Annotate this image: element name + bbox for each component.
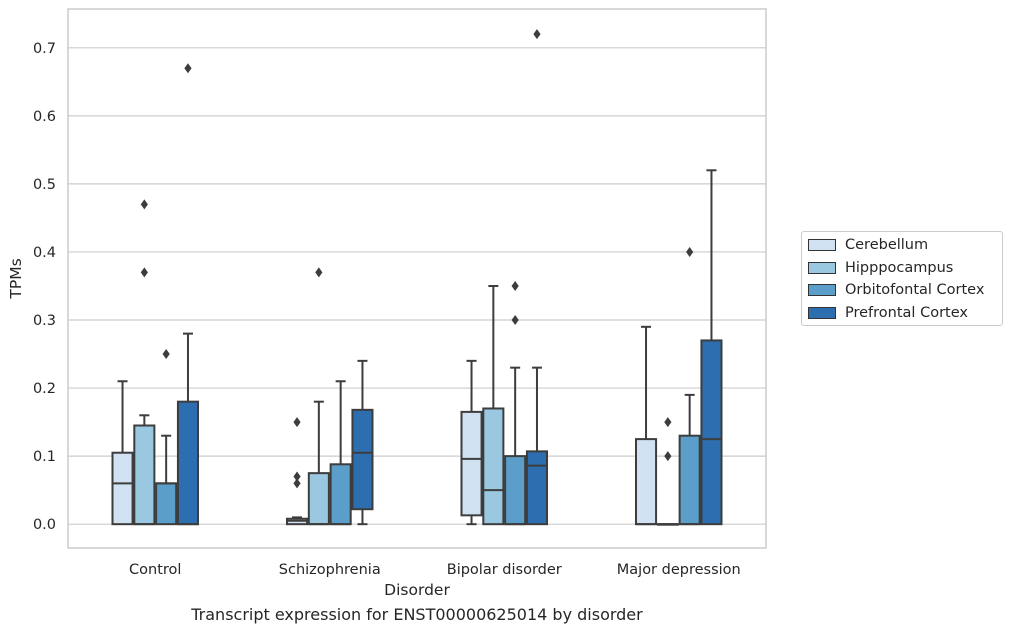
box — [460, 410, 483, 517]
box — [307, 472, 330, 526]
outlier-point — [184, 63, 192, 74]
legend-item-cerebellum: Cerebellum — [808, 235, 928, 255]
x-tick-label: Major depression — [617, 562, 741, 578]
box — [133, 424, 156, 526]
y-tick-label: 0.6 — [33, 109, 56, 125]
legend: Cerebellum Hipppocampus Orbitofontal Cor… — [801, 231, 1003, 326]
axis-labels: 0.0 0.1 0.2 0.3 0.4 0.5 0.6 0.7 TPMs Control Schiz… — [7, 41, 741, 599]
box — [525, 450, 549, 526]
legend-label-prefrontal: Prefrontal Cortex — [845, 305, 968, 321]
plot-frame — [67, 8, 767, 549]
plot-marks — [111, 29, 723, 526]
outlier-point — [140, 267, 148, 278]
y-axis-label: TPMs — [7, 258, 25, 299]
y-tick-label: 0.5 — [33, 177, 56, 193]
box — [351, 408, 374, 511]
x-tick-label: Control — [129, 562, 181, 578]
outlier-point — [664, 451, 672, 462]
outlier-point — [293, 471, 301, 482]
legend-item-orbitofrontal: Orbitofontal Cortex — [808, 280, 984, 300]
box — [504, 455, 527, 526]
y-tick-label: 0.7 — [33, 41, 56, 57]
outlier-point — [664, 417, 672, 428]
y-tick-label: 0.2 — [33, 381, 56, 397]
grid-lines — [68, 47, 766, 525]
box — [176, 400, 200, 526]
legend-item-hippocampus: Hipppocampus — [808, 258, 953, 278]
outlier-point — [162, 349, 170, 360]
y-tick-label: 0.4 — [33, 245, 56, 261]
legend-item-prefrontal: Prefrontal Cortex — [808, 303, 968, 323]
box — [155, 482, 178, 526]
outlier-point — [293, 478, 301, 489]
outlier-point — [686, 246, 694, 257]
outlier-point — [511, 315, 519, 326]
y-tick-label: 0.3 — [33, 313, 56, 329]
x-axis-label: Disorder — [384, 581, 450, 599]
figure-caption: Transcript expression for ENST0000062501… — [191, 605, 643, 624]
box — [482, 407, 505, 526]
box — [111, 451, 134, 526]
x-tick-label: Bipolar disorder — [447, 562, 562, 578]
box — [329, 463, 352, 526]
box — [700, 339, 723, 526]
box — [634, 438, 658, 526]
legend-label-cerebellum: Cerebellum — [845, 237, 929, 253]
legend-label-hippocampus: Hipppocampus — [845, 260, 954, 276]
outlier-point — [511, 280, 519, 291]
legend-swatch-cerebellum — [808, 239, 836, 251]
outlier-point — [315, 267, 323, 278]
y-tick-label: 0.1 — [33, 449, 56, 465]
outlier-point — [533, 29, 541, 40]
y-tick-label: 0.0 — [33, 517, 56, 533]
x-tick-label: Schizophrenia — [279, 562, 381, 578]
legend-label-orbitofrontal: Orbitofontal Cortex — [845, 282, 985, 298]
legend-swatch-hippocampus — [808, 262, 836, 274]
outlier-point — [140, 199, 148, 210]
legend-swatch-prefrontal — [808, 307, 836, 319]
outlier-point — [293, 417, 301, 428]
box — [678, 434, 701, 526]
legend-swatch-orbitofrontal — [808, 284, 836, 296]
